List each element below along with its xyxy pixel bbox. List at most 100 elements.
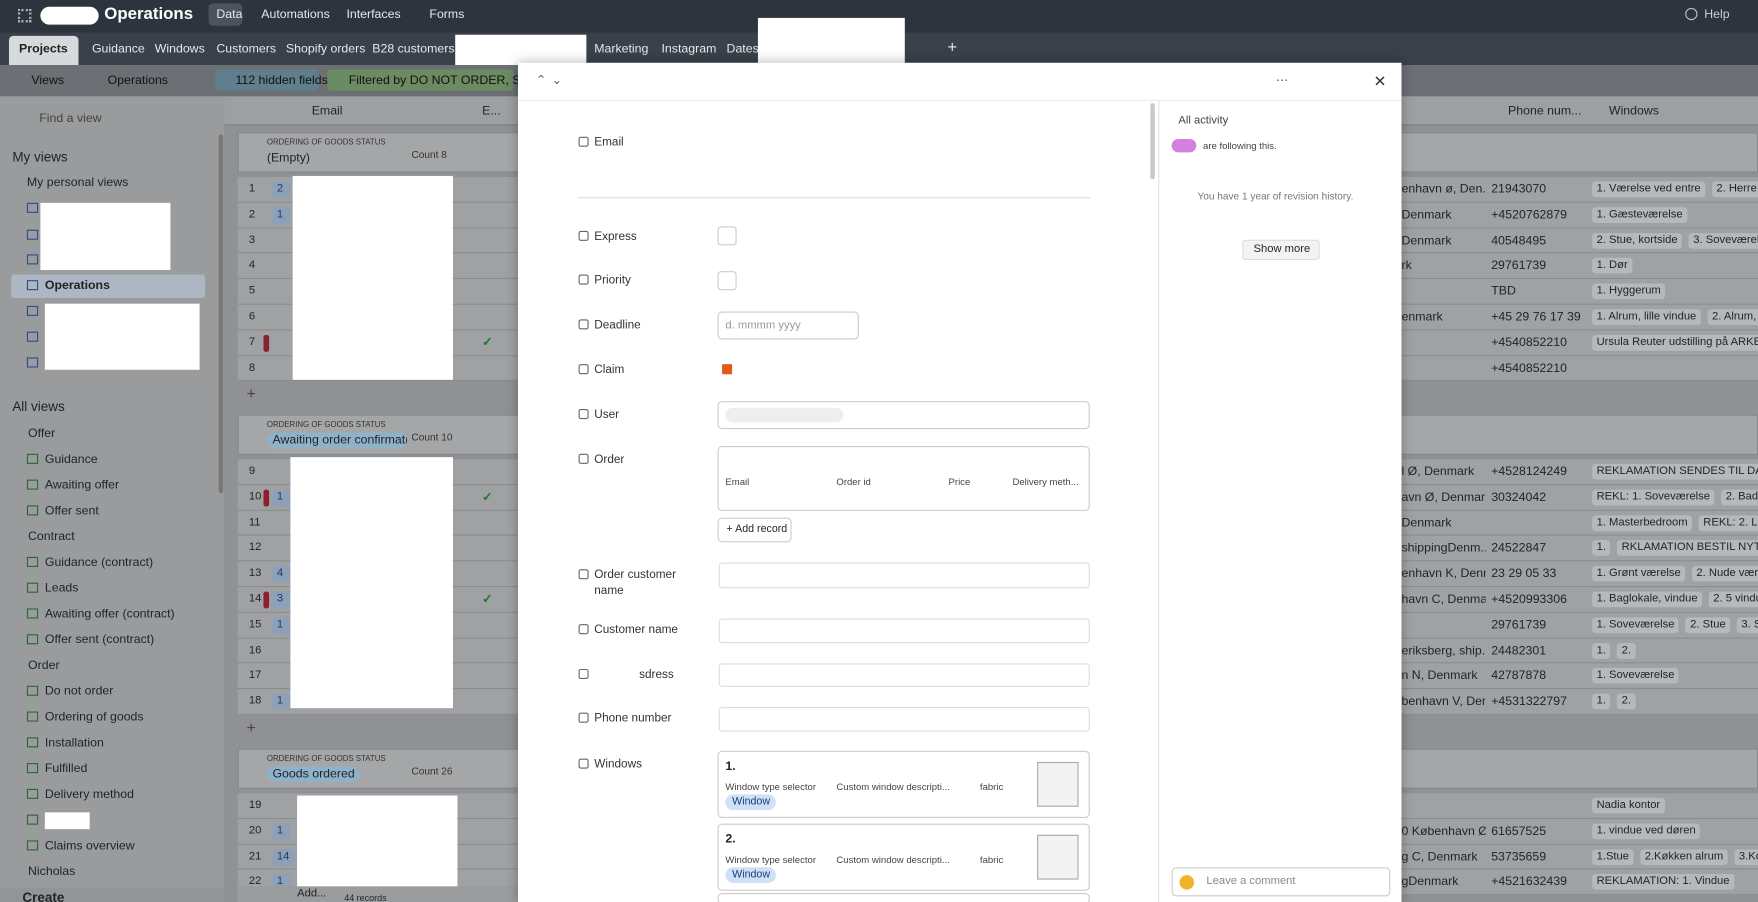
table-tab[interactable]: Windows (154, 42, 205, 57)
next-record[interactable]: ⌄ (551, 73, 562, 88)
views-button[interactable]: Views (31, 73, 65, 88)
table-tab[interactable]: Shopify orders (285, 42, 366, 57)
phone: 30324042 (1491, 490, 1547, 504)
badge-bg (272, 207, 291, 224)
add-record[interactable]: Add... (297, 887, 327, 900)
view-item[interactable]: Guidance (contract) (44, 555, 154, 570)
table-tab[interactable]: Customers (216, 42, 277, 57)
field-icon (578, 364, 589, 375)
table-tab[interactable]: Instagram (661, 42, 717, 57)
close-icon[interactable]: ✕ (1373, 71, 1387, 90)
window-tag: 3. Soveværelse (1688, 232, 1758, 249)
window-label: fabric (979, 780, 1004, 793)
view-item[interactable]: Delivery method (44, 787, 134, 802)
view-group[interactable]: Nicholas (28, 865, 76, 879)
filter[interactable]: Filtered by DO NOT ORDER, Status (348, 73, 548, 88)
table-tab[interactable]: B28 customers (372, 42, 455, 57)
row-number: 13 (248, 567, 262, 580)
checkbox[interactable] (717, 226, 737, 246)
row-number: 4 (248, 259, 256, 272)
phone: +4540852210 (1491, 335, 1567, 350)
record-count: 44 records (344, 893, 387, 902)
top-tab[interactable]: Automations (261, 7, 330, 22)
view-item[interactable]: Do not order (44, 684, 114, 699)
view-group[interactable]: Offer (28, 426, 56, 441)
view-item[interactable]: Guidance (44, 452, 98, 467)
address: Denmark (1401, 516, 1452, 530)
checkbox[interactable] (717, 271, 737, 291)
add-table[interactable]: + (947, 38, 958, 58)
badge-bg (272, 693, 291, 711)
window-tag: 1. Hyggerum (1592, 283, 1666, 300)
redacted (292, 175, 453, 380)
field-label: Claim (594, 363, 625, 377)
view-item[interactable]: Fulfilled (44, 761, 88, 776)
comment-box (1171, 867, 1391, 897)
window-title: 2. (725, 832, 736, 846)
view-group[interactable]: Contract (28, 529, 75, 544)
window-tag: RKLAMATION BESTIL NYT GA (1617, 540, 1758, 557)
row-number: 15 (248, 618, 262, 631)
add-row[interactable]: + (246, 718, 256, 737)
show-more[interactable]: Show more (1253, 243, 1311, 256)
row-number: 20 (248, 824, 262, 837)
table-tab[interactable]: Dates (726, 42, 759, 57)
add-row[interactable]: + (246, 384, 256, 403)
view-icon (26, 634, 39, 645)
active-view[interactable]: Operations (44, 279, 110, 293)
redacted (44, 303, 200, 370)
window-tag: 1. (1592, 642, 1611, 659)
table-tab[interactable]: Projects (19, 42, 68, 57)
more-icon[interactable]: ⋯ (1275, 73, 1289, 88)
order-column: Email (725, 476, 750, 488)
field-label: User (594, 407, 620, 422)
view-icon (26, 608, 39, 619)
view-name[interactable]: Operations (107, 73, 168, 88)
create[interactable]: Create (22, 889, 65, 902)
view-icon (26, 840, 39, 851)
activity-filter[interactable]: All activity (1178, 114, 1229, 127)
help[interactable]: Help (1704, 7, 1730, 22)
view-item[interactable]: Awaiting offer (contract) (44, 607, 175, 621)
field-label: Express (594, 229, 637, 244)
top-tab[interactable]: Forms (429, 7, 465, 22)
field-label: Priority (594, 273, 631, 287)
view-search[interactable]: Find a view (39, 112, 102, 126)
prev-record[interactable]: ⌃ (535, 73, 547, 88)
view-group[interactable]: Order (28, 658, 60, 673)
view-icon (26, 305, 39, 316)
top-tab[interactable]: Data (216, 7, 243, 22)
field-icon (578, 319, 589, 330)
view-item[interactable]: Ordering of goods (44, 710, 144, 724)
address: Denmark (1401, 233, 1452, 248)
phone: 24482301 (1491, 643, 1547, 658)
row-badge: 1 (276, 490, 284, 503)
window-tag: Ursula Reuter udstilling på ARKEN (1592, 334, 1758, 351)
row-number: 1 (248, 182, 256, 195)
group-value: (Empty) (266, 151, 311, 165)
badge-bg (272, 566, 291, 583)
view-item[interactable]: Offer sent (contract) (44, 633, 155, 647)
view-item[interactable]: Offer sent (44, 504, 99, 518)
address: shippingDenm... (1401, 541, 1486, 556)
window-label: Custom window descripti... (836, 853, 950, 866)
redacted-user (725, 407, 844, 423)
view-item[interactable]: Claims overview (44, 839, 135, 853)
window-card (717, 893, 1090, 902)
window-tag: 1. Soveværelse (1592, 668, 1679, 684)
table-tab[interactable]: Guidance (91, 42, 145, 57)
row-badge: 1 (276, 208, 284, 221)
field-icon (578, 408, 589, 420)
comment-input[interactable]: Leave a comment (1206, 875, 1296, 888)
top-tab[interactable]: Interfaces (346, 7, 401, 22)
add-record-label[interactable]: + Add record (726, 523, 788, 536)
view-item[interactable]: Leads (44, 581, 79, 595)
view-item[interactable]: Installation (44, 736, 104, 750)
hidden-fields[interactable]: 112 hidden fields (235, 73, 328, 88)
table-tab[interactable]: Marketing (594, 42, 649, 57)
group-count: Count 26 (411, 765, 453, 777)
check: ✓ (482, 490, 493, 504)
revision-note: You have 1 year of revision history. (1197, 190, 1354, 202)
view-item[interactable]: Awaiting offer (44, 478, 120, 492)
row-number: 2 (248, 208, 256, 221)
